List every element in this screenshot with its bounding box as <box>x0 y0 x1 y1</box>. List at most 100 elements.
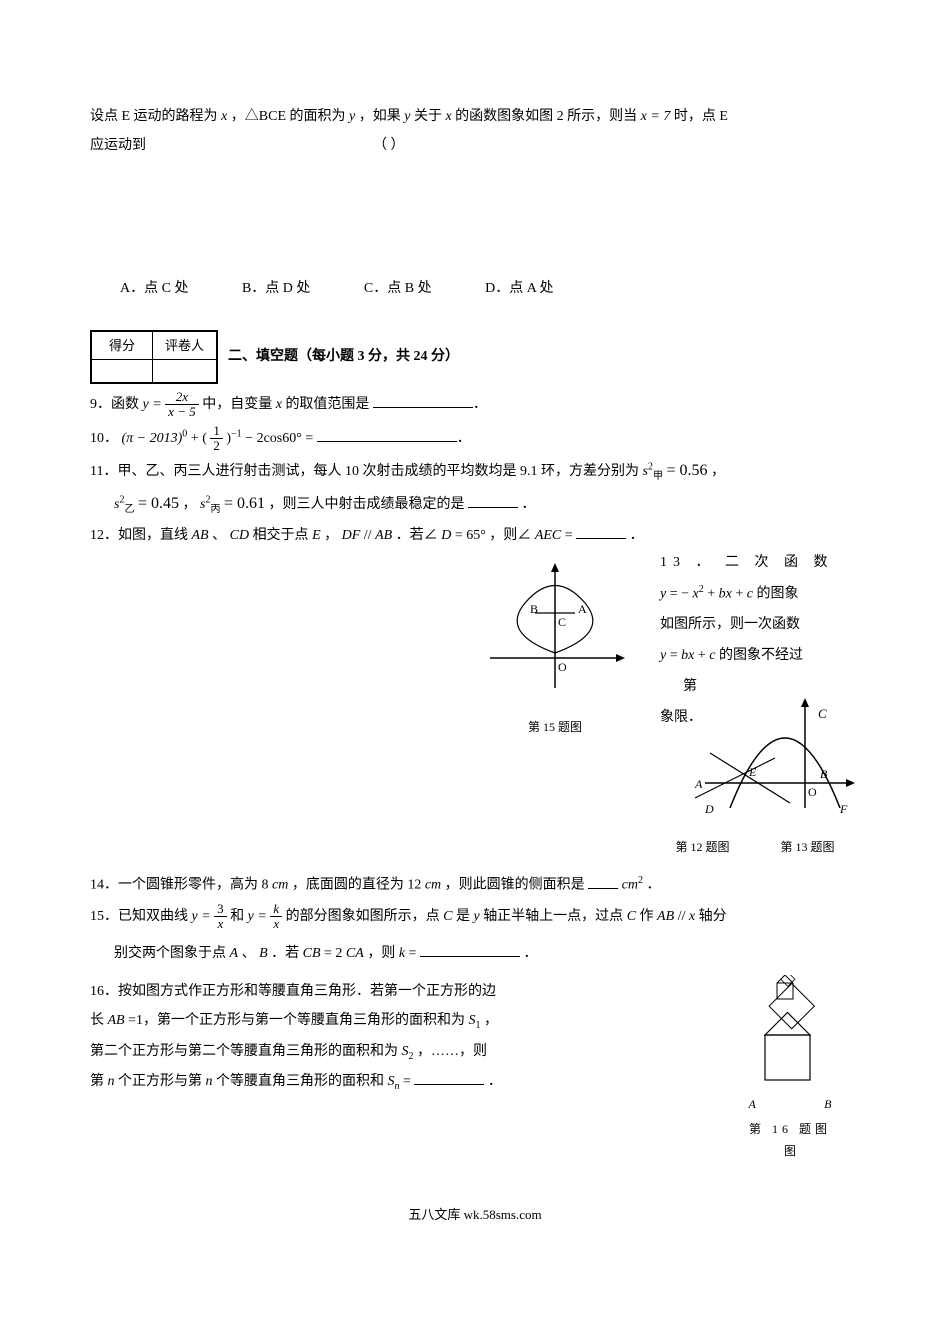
q16-l1: 16．按如图方式作正方形和等腰直角三角形．若第一个正方形的边 <box>90 979 720 1004</box>
q11-line2: s2乙 = 0.45 ， s2丙 = 0.61 ，则三人中射击成绩最稳定的是 ． <box>90 490 860 519</box>
section2-header: 得分 评卷人 二、填空题（每小题 3 分，共 24 分） <box>90 330 860 384</box>
q13-l2: 如图所示，则一次函数 <box>660 610 860 641</box>
txt: 、 <box>212 528 226 543</box>
var: x <box>689 909 695 924</box>
svg-text:O: O <box>558 660 567 674</box>
blank <box>373 393 473 408</box>
txt: 时，点 E <box>674 109 728 124</box>
txt: 14．一个圆锥形零件，高为 8 <box>90 878 272 893</box>
fig13-svg: C A E B O D F <box>655 698 855 828</box>
txt: = 65° ，则∠ <box>455 528 535 543</box>
q8-choices: A．点 C 处 B．点 D 处 C．点 B 处 D．点 A 处 <box>90 276 860 301</box>
txt: 11．甲、乙、丙三人进行射击测试，每人 10 次射击成绩的平均数均是 9.1 环… <box>90 464 642 479</box>
var: DF <box>342 528 361 543</box>
txt: = 2 <box>324 946 342 961</box>
sub: 乙 <box>124 504 134 515</box>
txt: ．若 <box>271 946 303 961</box>
var: C <box>443 909 452 924</box>
denominator: 2 <box>210 439 223 453</box>
q13-head: 13 ． 二 次 函 数 <box>660 548 860 579</box>
q8-stem-line2: 应运动到 （ ） <box>90 133 860 158</box>
denominator: x <box>270 917 282 931</box>
svg-text:A: A <box>694 777 703 791</box>
txt: 15．已知双曲线 <box>90 909 192 924</box>
txt: 的函数图象如图 2 所示，则当 <box>455 109 641 124</box>
q8-stem-line1: 设点 E 运动的路程为 x ，△BCE 的面积为 y ，如果 y 关于 x 的函… <box>90 104 860 129</box>
numerator: 3 <box>214 902 227 917</box>
txt: 应运动到 <box>90 138 146 153</box>
txt: 轴分 <box>699 909 727 924</box>
q16-l3: 第二个正方形与第二个等腰直角三角形的面积和为 S2 ，……，则 <box>90 1039 720 1066</box>
blank <box>414 1070 484 1085</box>
txt: = <box>409 946 420 961</box>
var: CD <box>230 528 249 543</box>
score-table: 得分 评卷人 <box>90 330 218 384</box>
txt: 的取值范围是 <box>285 397 369 412</box>
q13-l1: y = − x2 + bx + c 的图象 <box>660 579 860 610</box>
fig15-svg: B A C O <box>480 558 630 708</box>
eq: y = <box>192 909 211 924</box>
txt: // <box>678 909 689 924</box>
var: AB <box>657 909 674 924</box>
blank <box>576 524 626 539</box>
q15-line2: 别交两个图象于点 A 、 B ．若 CB = 2 CA ，则 k = ． <box>90 941 860 966</box>
svg-text:C: C <box>558 615 566 629</box>
svg-text:C: C <box>818 706 827 721</box>
q11-line1: 11．甲、乙、丙三人进行射击测试，每人 10 次射击成绩的平均数均是 9.1 环… <box>90 457 860 486</box>
figure-16: A B 第 16 题图 图 <box>720 975 860 1163</box>
fig13-caption: 第 13 题图 <box>780 837 834 859</box>
txt: ，如果 <box>359 109 405 124</box>
unit: cm <box>272 878 288 893</box>
dot: ． <box>523 946 537 961</box>
dot: ． <box>521 497 535 512</box>
sub: 甲 <box>653 471 663 482</box>
var: B <box>259 946 268 961</box>
var: D <box>441 528 451 543</box>
var-y: y <box>349 109 355 124</box>
sup: −1 <box>231 428 242 439</box>
txt: = <box>565 528 576 543</box>
q16-l4: 第 n 个正方形与第 n 个等腰直角三角形的面积和 Sn = ． <box>90 1069 720 1096</box>
score-label: 得分 <box>92 331 153 359</box>
sup: 0 <box>182 428 187 439</box>
q14: 14．一个圆锥形零件，高为 8 cm ，底面圆的直径为 12 cm ，则此圆锥的… <box>90 872 860 898</box>
choice-d: D．点 A 处 <box>485 276 553 301</box>
txt: 别交两个图象于点 <box>114 946 230 961</box>
var: AB <box>192 528 209 543</box>
paren: （ ） <box>373 138 405 153</box>
dot: ． <box>630 528 644 543</box>
txt: ，则三人中射击成绩最稳定的是 <box>268 497 464 512</box>
sep: ， <box>182 497 196 512</box>
unit: cm <box>622 878 638 893</box>
figure-area: 13 ． 二 次 函 数 y = − x2 + bx + c 的图象 如图所示，… <box>90 558 860 838</box>
svg-text:A: A <box>578 602 587 616</box>
unit: cm <box>425 878 441 893</box>
svg-text:F: F <box>839 802 848 816</box>
fig12-caption: 第 12 题图 <box>675 837 729 859</box>
denominator: x <box>214 917 227 931</box>
numerator: 2x <box>165 390 199 405</box>
var: AEC <box>535 528 561 543</box>
var-x: x <box>221 109 227 124</box>
fraction: 2x x − 5 <box>165 390 199 420</box>
txt: 12．如图，直线 <box>90 528 192 543</box>
var: AB <box>375 528 392 543</box>
sep: ， <box>711 464 725 479</box>
q13-l3: y = bx + c 的图象不经过 <box>660 641 860 672</box>
q15-line1: 15．已知双曲线 y = 3 x 和 y = k x 的部分图象如图所示，点 C… <box>90 902 860 932</box>
q9: 9．函数 y = 2x x − 5 中，自变量 x 的取值范围是 ． <box>90 390 860 420</box>
var: CA <box>346 946 364 961</box>
fraction: 3 x <box>214 902 227 932</box>
txt: + ( <box>191 431 207 446</box>
svg-text:O: O <box>808 785 817 799</box>
denominator: x − 5 <box>165 405 199 419</box>
choice-a: A．点 C 处 <box>120 276 188 301</box>
blank <box>317 427 457 442</box>
var-x: x <box>445 109 451 124</box>
var-y: y <box>404 109 410 124</box>
numerator: k <box>270 902 282 917</box>
blank <box>420 942 520 957</box>
var: y <box>473 909 479 924</box>
txt: ， <box>324 528 338 543</box>
fig16-svg <box>735 975 845 1085</box>
